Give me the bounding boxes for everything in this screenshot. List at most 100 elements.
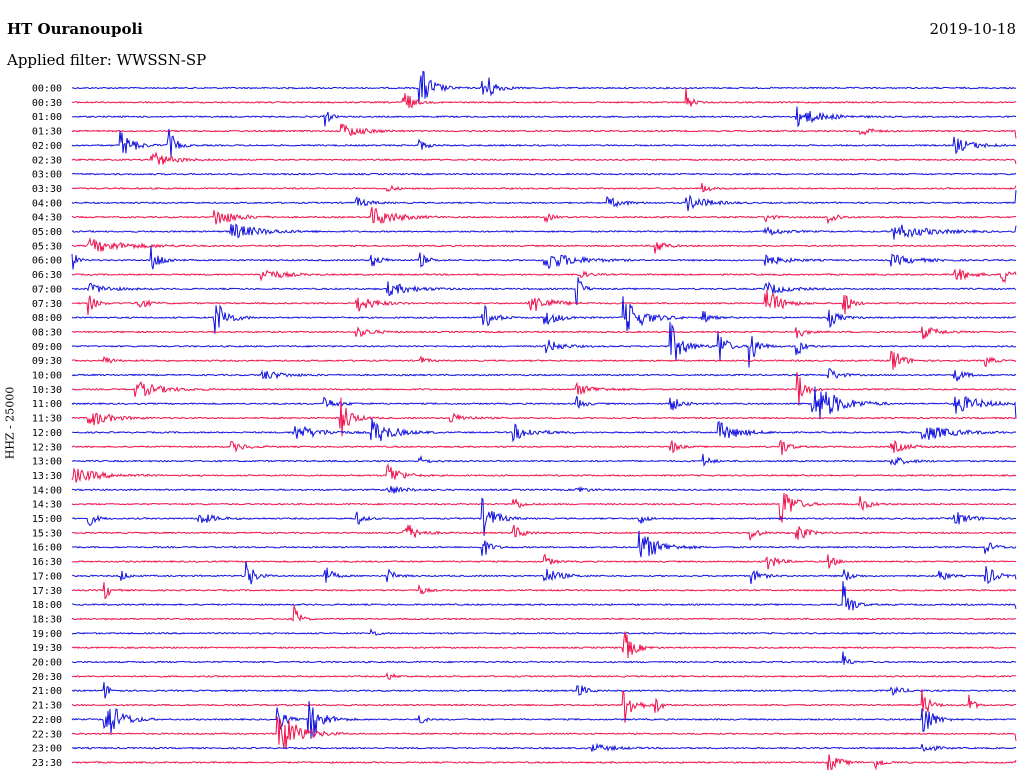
trace-1930 [71, 631, 1017, 659]
trace-1700 [71, 561, 1017, 585]
row-time-label: 09:00 [32, 342, 62, 353]
trace-0800 [71, 296, 1017, 334]
row-time-label: 22:30 [32, 729, 62, 740]
filter-label: Applied filter: WWSSN-SP [7, 51, 207, 69]
row-time-label: 05:30 [32, 241, 62, 252]
row-time-label: 04:00 [32, 198, 62, 209]
trace-0400 [71, 190, 1017, 212]
row-time-label: 02:00 [32, 141, 62, 152]
row-time-label: 06:30 [32, 270, 62, 281]
trace-0100 [71, 106, 1017, 128]
trace-1530 [71, 524, 1017, 541]
row-time-label: 00:30 [32, 98, 62, 109]
row-time-label: 05:00 [32, 227, 62, 238]
trace-0200 [71, 129, 1017, 158]
row-time-label: 17:00 [32, 571, 62, 582]
row-time-label: 22:00 [32, 715, 62, 726]
row-time-label: 12:00 [32, 428, 62, 439]
row-time-label: 03:30 [32, 184, 62, 195]
trace-0730 [71, 289, 1017, 316]
trace-1900 [71, 628, 1017, 636]
row-time-label: 19:30 [32, 643, 62, 654]
trace-1330 [71, 463, 1017, 483]
row-time-label: 07:00 [32, 284, 62, 295]
date-label: 2019-10-18 [929, 20, 1016, 38]
row-time-label: 23:00 [32, 744, 62, 755]
row-time-label: 09:30 [32, 356, 62, 367]
row-time-label: 13:00 [32, 457, 62, 468]
row-time-label: 18:00 [32, 600, 62, 611]
row-time-label: 02:30 [32, 155, 62, 166]
row-time-label: 08:30 [32, 327, 62, 338]
row-time-label: 19:00 [32, 629, 62, 640]
trace-1800 [71, 581, 1017, 611]
row-time-label: 07:30 [32, 299, 62, 310]
trace-1400 [71, 485, 1017, 494]
trace-1300 [71, 453, 1017, 467]
trace-0630 [71, 268, 1017, 284]
trace-2130 [71, 689, 1017, 723]
row-time-label: 15:30 [32, 528, 62, 539]
trace-2100 [71, 682, 1017, 699]
time-labels: 00:00 00:30 01:00 01:30 02:00 02:30 03:00 03:30… [32, 84, 62, 769]
row-time-label: 23:30 [32, 758, 62, 769]
row-time-label: 10:30 [32, 385, 62, 396]
row-time-label: 15:00 [32, 514, 62, 525]
trace-0700 [71, 277, 1017, 306]
trace-2300 [71, 742, 1017, 752]
trace-0030 [71, 87, 1016, 109]
seismic-traces [71, 70, 1017, 771]
row-time-label: 13:30 [32, 471, 62, 482]
row-time-label: 20:30 [32, 672, 62, 683]
row-time-label: 11:30 [32, 414, 62, 425]
trace-0500 [71, 223, 1017, 240]
row-time-label: 17:30 [32, 586, 62, 597]
trace-0330 [71, 183, 1017, 193]
trace-2000 [71, 651, 1017, 665]
trace-2330 [71, 754, 1017, 771]
row-time-label: 01:00 [32, 112, 62, 123]
station-name: HT Ouranoupoli [7, 20, 143, 38]
trace-1030 [71, 372, 1017, 406]
trace-0530 [71, 236, 1017, 254]
trace-0430 [71, 206, 1017, 225]
row-time-label: 16:30 [32, 557, 62, 568]
row-time-label: 06:00 [32, 256, 62, 267]
trace-1630 [71, 553, 1017, 570]
trace-1230 [71, 439, 1017, 456]
trace-2230 [71, 716, 1017, 750]
trace-1600 [72, 530, 1017, 558]
row-time-label: 08:00 [32, 313, 62, 324]
trace-0930 [71, 350, 1017, 370]
row-time-label: 21:00 [32, 686, 62, 697]
row-time-label: 12:30 [32, 442, 62, 453]
trace-1500 [71, 497, 1017, 536]
trace-2030 [71, 671, 1017, 680]
trace-1430 [71, 492, 1017, 523]
row-time-label: 20:00 [32, 658, 62, 669]
row-time-label: 14:30 [32, 500, 62, 511]
trace-1830 [71, 604, 1017, 622]
trace-0600 [71, 245, 1017, 270]
row-time-label: 14:00 [32, 485, 62, 496]
trace-0230 [71, 151, 1017, 165]
row-time-label: 03:00 [32, 170, 62, 181]
row-time-label: 21:30 [32, 701, 62, 712]
trace-0300 [71, 172, 1017, 176]
row-time-label: 01:30 [32, 127, 62, 138]
trace-1000 [71, 368, 1017, 382]
row-time-label: 18:30 [32, 614, 62, 625]
row-time-label: 04:30 [32, 213, 62, 224]
trace-1200 [71, 418, 1017, 443]
trace-0000 [71, 70, 1017, 103]
trace-0830 [71, 326, 1016, 340]
trace-1730 [71, 582, 1017, 600]
trace-1100 [71, 386, 1017, 420]
row-time-label: 10:00 [32, 371, 62, 382]
row-time-label: 16:00 [32, 543, 62, 554]
trace-0130 [71, 123, 1017, 139]
row-time-label: 11:00 [32, 399, 62, 410]
trace-2200 [71, 701, 1017, 739]
trace-0900 [71, 321, 1017, 368]
